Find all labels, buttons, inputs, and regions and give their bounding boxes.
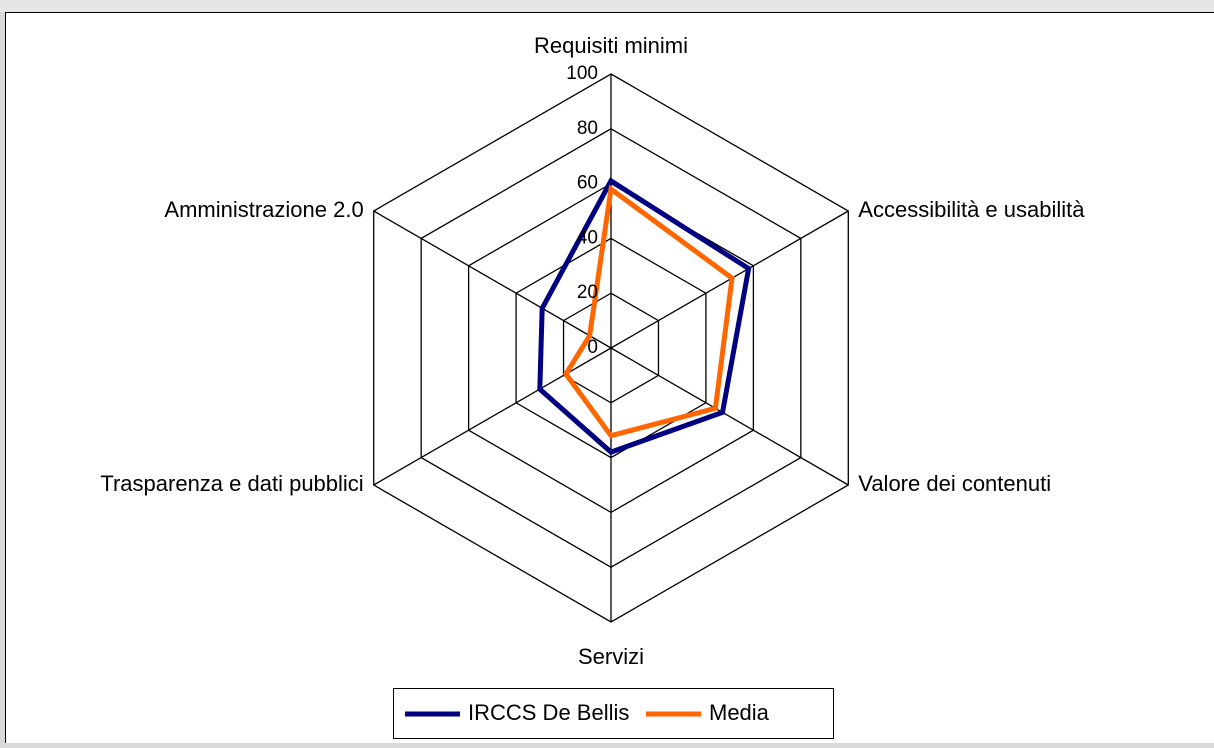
category-label: Servizi (578, 644, 644, 669)
category-label: Requisiti minimi (534, 33, 688, 58)
tick-label: 0 (587, 337, 598, 358)
legend-label: IRCCS De Bellis (468, 700, 629, 725)
chart-area (6, 13, 1214, 744)
tick-label: 40 (577, 227, 598, 248)
tick-label: 20 (577, 282, 598, 303)
category-label: Accessibilità e usabilità (858, 197, 1085, 222)
legend-label: Media (709, 700, 770, 725)
category-label: Amministrazione 2.0 (164, 197, 363, 222)
tick-label: 60 (577, 173, 598, 194)
tick-label: 80 (577, 118, 598, 139)
tick-label: 100 (566, 63, 598, 84)
page-background (0, 0, 1214, 12)
category-label: Valore dei contenuti (858, 471, 1051, 496)
category-label: Trasparenza e dati pubblici (100, 471, 363, 496)
